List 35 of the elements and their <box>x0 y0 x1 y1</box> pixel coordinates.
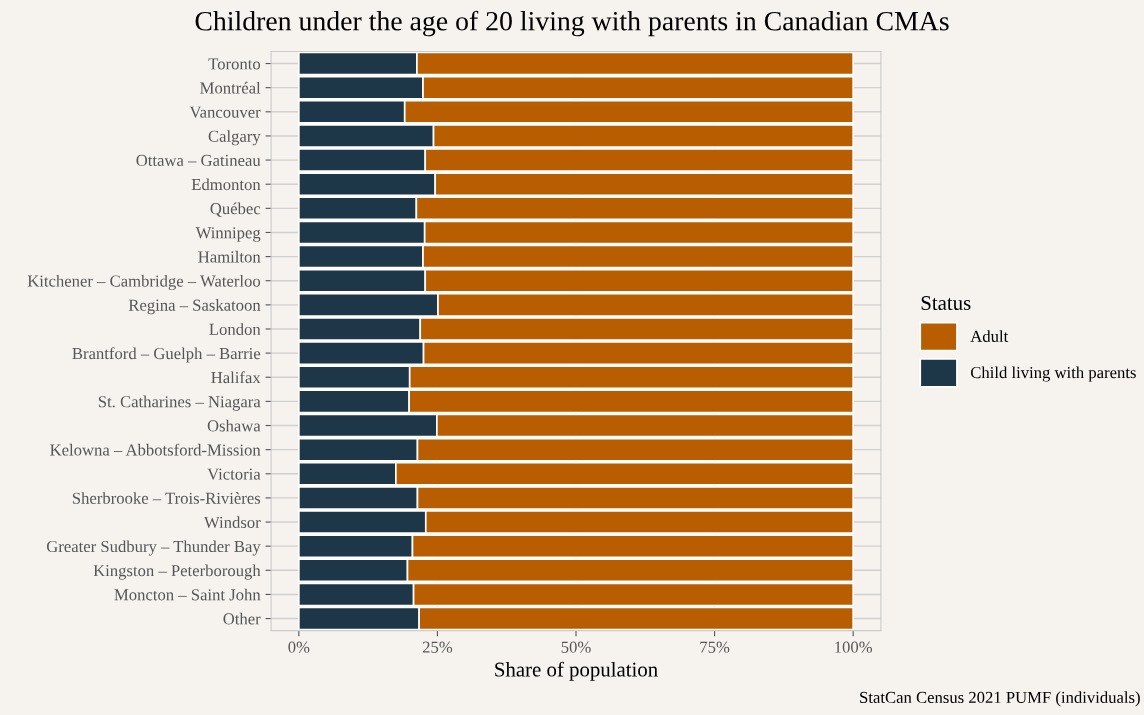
x-axis-title: Share of population <box>495 661 658 681</box>
y-tick-label: Winnipeg <box>195 227 261 242</box>
y-tick-label: Oshawa <box>207 419 261 432</box>
y-tick-label: Halifax <box>211 371 261 384</box>
y-tick-label: Greater Sudbury – Thunder Bay <box>46 540 261 556</box>
y-tick-label: Moncton – Saint John <box>114 588 261 601</box>
legend-label: Child living with parents <box>970 366 1136 382</box>
y-tick-label: Victoria <box>207 468 261 480</box>
y-tick-label: Edmonton <box>191 178 261 191</box>
y-tick-label: Québec <box>210 202 261 217</box>
y-tick-label: Hamilton <box>198 250 261 263</box>
y-tick-label: St. Catharines – Niagara <box>98 395 261 411</box>
legend-label: Adult <box>970 330 1009 342</box>
x-tick-label: 25% <box>422 641 453 653</box>
chart-title: Children under the age of 20 living with parents in Canadian CMAs <box>195 10 949 37</box>
text: StatCan Census 2021 PUMF (individuals) <box>860 691 1140 707</box>
x-tick-label: 0% <box>288 641 310 653</box>
y-tick-label: Vancouver <box>189 106 261 118</box>
x-tick-label: 100% <box>835 641 873 653</box>
y-tick-label: Montréal <box>200 81 261 94</box>
y-tick-label: Windsor <box>204 516 261 529</box>
y-tick-label: Brantford – Guelph – Barrie <box>72 347 261 363</box>
y-tick-label: Sherbrooke – Trois-Rivières <box>72 492 261 504</box>
y-tick-label: Kelowna – Abbotsford-Mission <box>50 443 261 456</box>
y-tick-label: Toronto <box>208 58 261 70</box>
legend-title: Status <box>921 296 971 311</box>
y-tick-label: Regina – Saskatoon <box>128 299 261 315</box>
y-tick-label: Kingston – Peterborough <box>93 564 261 580</box>
y-tick-label: Ottawa – Gatineau <box>136 154 261 167</box>
x-tick-label: 50% <box>561 641 591 653</box>
y-tick-label: Calgary <box>208 130 261 146</box>
x-tick-label: 75% <box>700 641 730 653</box>
y-tick-label: London <box>209 323 261 335</box>
y-tick-label: Kitchener – Cambridge – Waterloo <box>27 274 261 291</box>
y-tick-label: Other <box>223 612 261 625</box>
